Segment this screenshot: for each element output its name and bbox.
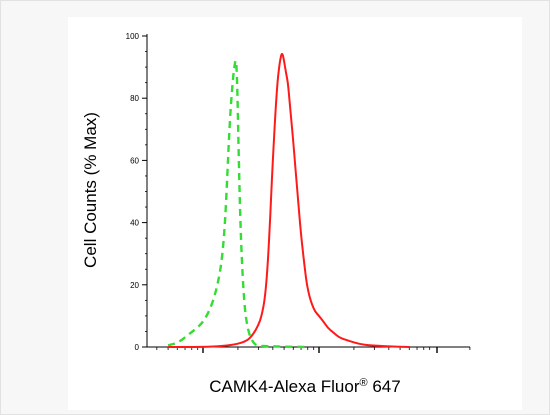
- x-ticks: [156, 347, 471, 353]
- y-ticks: 0 20 40 60 80 100: [126, 32, 147, 352]
- y-tick-label: 80: [130, 94, 139, 103]
- x-axis-title-superscript: ®: [360, 377, 368, 389]
- y-tick-label: 0: [135, 343, 140, 352]
- series-dashed-green-line: [167, 59, 308, 349]
- x-axis-title: CAMK4-Alexa Fluor® 647: [209, 377, 400, 396]
- x-axis-title-main: CAMK4-Alexa Fluor: [209, 377, 360, 396]
- y-tick-label: 100: [126, 32, 140, 41]
- series-layer: [167, 52, 410, 349]
- x-axis-title-suffix: 647: [368, 377, 401, 396]
- series-solid-red-line: [168, 52, 410, 349]
- y-tick-label: 40: [130, 219, 139, 228]
- axes: [146, 34, 470, 348]
- y-axis-title: Cell Counts (% Max): [81, 112, 100, 268]
- y-tick-label: 20: [130, 281, 139, 290]
- plot-panel: [68, 17, 522, 410]
- y-tick-label: 60: [130, 156, 139, 165]
